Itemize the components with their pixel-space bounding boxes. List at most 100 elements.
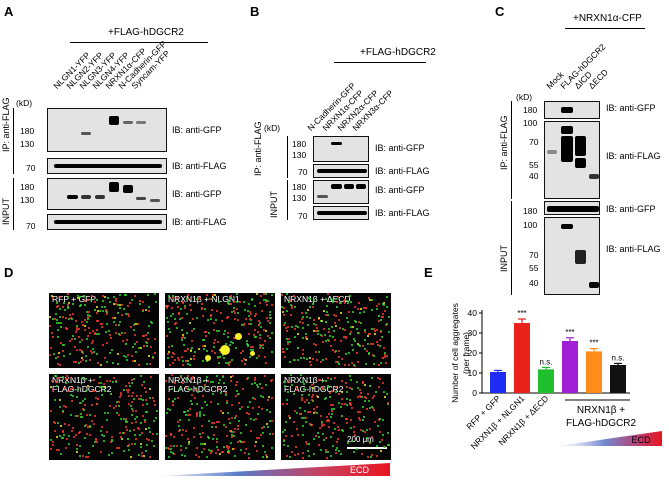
- cell-dot: [173, 453, 176, 456]
- cell-dot: [113, 321, 116, 324]
- cell-dot: [84, 300, 87, 303]
- cell-dot: [126, 312, 129, 315]
- cell-dot: [379, 339, 382, 342]
- cell-dot: [330, 297, 333, 300]
- cell-dot: [52, 336, 55, 339]
- cell-dot: [56, 321, 59, 324]
- cell-dot: [234, 311, 237, 314]
- cell-dot: [363, 306, 366, 309]
- cell-dot: [80, 361, 83, 364]
- cell-dot: [224, 343, 227, 346]
- cell-dot: [365, 408, 368, 411]
- cell-dot: [105, 310, 108, 313]
- cell-dot: [212, 421, 215, 424]
- cell-dot: [373, 354, 376, 357]
- cell-dot: [261, 455, 264, 458]
- cell-dot: [215, 309, 218, 312]
- cell-dot: [258, 334, 261, 337]
- cell-dot: [378, 344, 381, 347]
- cell-dot: [252, 397, 255, 400]
- cell-dot: [100, 451, 103, 454]
- cell-dot: [369, 332, 372, 335]
- cell-dot: [108, 333, 111, 336]
- cell-dot: [101, 394, 104, 397]
- cell-dot: [236, 307, 239, 310]
- cell-dot: [79, 415, 82, 418]
- cell-dot: [340, 415, 343, 418]
- cell-dot: [300, 413, 303, 416]
- cell-dot: [365, 307, 368, 310]
- cell-dot: [52, 444, 55, 447]
- input-label: INPUT: [1, 198, 11, 225]
- cell-dot: [341, 402, 344, 405]
- cell-dot: [68, 353, 71, 356]
- cell-dot: [306, 337, 309, 340]
- cell-dot: [92, 445, 95, 448]
- cell-dot: [265, 300, 268, 303]
- cell-dot: [356, 342, 359, 345]
- cell-dot: [340, 453, 343, 456]
- cell-dot: [100, 322, 103, 325]
- cell-dot: [380, 315, 383, 318]
- cell-dot: [87, 335, 90, 338]
- cell-dot: [369, 298, 372, 301]
- cell-dot: [285, 399, 288, 401]
- cell-dot: [282, 430, 285, 433]
- cell-dot: [188, 304, 191, 307]
- cell-dot: [338, 402, 341, 405]
- cell-dot: [199, 435, 202, 438]
- cell-dot: [289, 361, 291, 364]
- cell-dot: [126, 420, 129, 423]
- cell-dot: [176, 302, 179, 305]
- cell-dot: [58, 364, 61, 367]
- cell-dot: [200, 442, 203, 445]
- cell-dot: [180, 356, 183, 359]
- cell-dot: [239, 351, 242, 354]
- cell-dot: [101, 433, 104, 436]
- cell-dot: [259, 395, 262, 398]
- blot-ip-flag: [313, 164, 369, 178]
- cell-dot: [79, 401, 82, 404]
- cell-dot: [144, 399, 147, 402]
- cell-dot: [167, 447, 170, 450]
- cell-dot: [246, 405, 249, 408]
- cell-dot: [124, 312, 127, 315]
- cell-dot: [56, 301, 59, 304]
- cell-dot: [114, 324, 117, 327]
- cell-dot: [329, 344, 332, 347]
- cell-dot: [320, 334, 323, 337]
- cell-dot: [284, 428, 287, 431]
- cell-dot: [74, 361, 77, 364]
- cell-dot: [167, 356, 170, 359]
- cell-dot: [186, 375, 189, 378]
- cell-dot: [57, 448, 60, 451]
- cell-dot: [66, 306, 69, 309]
- cell-dot: [155, 416, 158, 419]
- cell-dot: [149, 396, 152, 399]
- cell-dot: [175, 445, 178, 448]
- cell-dot: [202, 359, 204, 362]
- cell-dot: [322, 432, 325, 435]
- panel-label-c: C: [495, 4, 505, 19]
- cell-dot: [289, 314, 292, 317]
- cell-dot: [296, 359, 299, 362]
- cell-dot: [211, 381, 214, 384]
- cell-dot: [237, 393, 240, 396]
- cell-dot: [169, 451, 172, 454]
- cell-dot: [294, 328, 297, 331]
- cell-dot: [368, 428, 371, 431]
- cell-dot: [179, 318, 182, 321]
- cell-dot: [145, 362, 148, 365]
- micrograph-nrxn-hdgcr2-2: NRXN1β + FLAG-hDGCR2: [164, 373, 276, 461]
- cell-dot: [177, 397, 180, 400]
- cell-dot: [58, 406, 61, 409]
- cell-dot: [189, 400, 192, 403]
- cell-dot: [64, 327, 67, 330]
- cell-dot: [196, 446, 199, 449]
- ib-label: IB: anti-FLAG: [172, 161, 227, 171]
- cell-dot: [333, 377, 336, 380]
- cell-dot: [337, 450, 340, 453]
- cell-dot: [78, 444, 81, 447]
- cell-dot: [138, 346, 141, 349]
- micrograph-label: NRXN1β + FLAG-hDGCR2: [284, 375, 344, 394]
